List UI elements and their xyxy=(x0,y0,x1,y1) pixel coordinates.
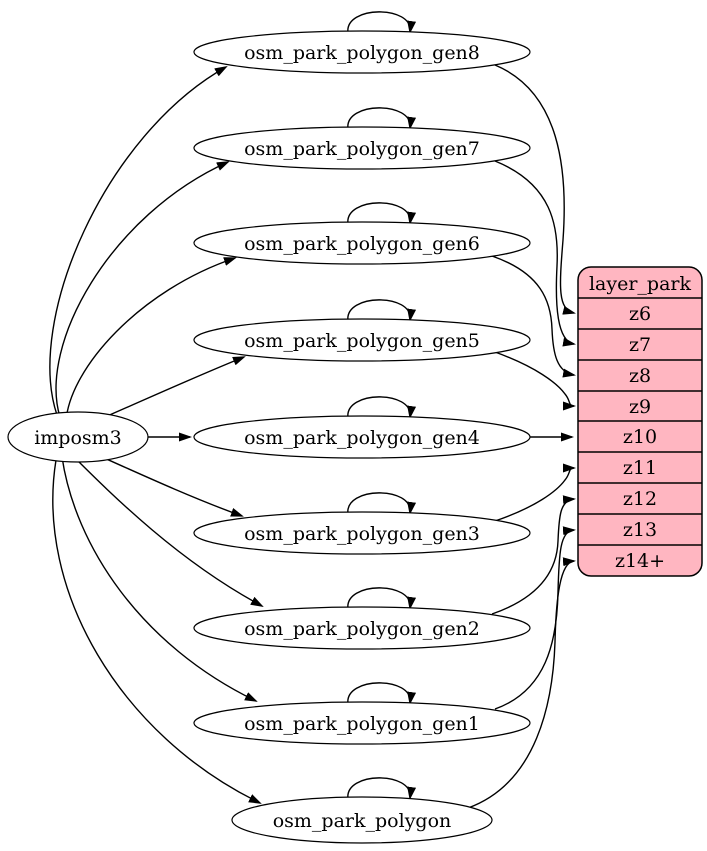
self-loop-osm-park-polygon-gen6 xyxy=(347,202,417,225)
edge-osm-park-polygon-gen8-to-z6 xyxy=(494,64,576,315)
node-osm-park-polygon-gen8: osm_park_polygon_gen8 xyxy=(193,30,531,74)
edge-osm-park-polygon-gen5-to-z9 xyxy=(494,351,576,411)
edge-osm-park-polygon-to-z14plus xyxy=(467,557,576,809)
node-label: osm_park_polygon xyxy=(273,810,452,832)
table-row-z6: z6 xyxy=(629,303,651,325)
self-loops xyxy=(347,11,417,800)
table-row-z12: z12 xyxy=(623,488,657,510)
node-label: osm_park_polygon_gen7 xyxy=(244,138,480,160)
edge-imposm3-to-osm-park-polygon-gen7 xyxy=(55,161,230,418)
node-osm-park-polygon-gen7: osm_park_polygon_gen7 xyxy=(193,126,531,170)
node-label: osm_park_polygon_gen3 xyxy=(244,523,480,545)
table-row-z14plus: z14+ xyxy=(615,550,665,572)
edge-osm-park-polygon-gen3-to-z11 xyxy=(494,463,576,522)
node-osm-park-polygon-gen6: osm_park_polygon_gen6 xyxy=(193,221,531,265)
node-osm-park-polygon: osm_park_polygon xyxy=(231,796,493,844)
node-label: osm_park_polygon_gen5 xyxy=(244,330,480,352)
table-title: layer_park xyxy=(589,273,692,295)
self-loop-osm-park-polygon-gen4 xyxy=(347,396,417,419)
self-loop-osm-park-polygon-gen5 xyxy=(347,299,417,322)
table-row-z7: z7 xyxy=(629,334,651,356)
self-loop-osm-park-polygon-gen7 xyxy=(347,107,417,130)
edge-imposm3-to-osm-park-polygon-gen6 xyxy=(65,257,237,422)
node-osm-park-polygon-gen4: osm_park_polygon_gen4 xyxy=(193,415,531,459)
table-layer-park: layer_park z6 z7 z8 z9 z10 z11 z12 z13 z… xyxy=(577,266,703,577)
node-osm-park-polygon-gen5: osm_park_polygon_gen5 xyxy=(193,318,531,362)
edge-osm-park-polygon-gen7-to-z7 xyxy=(494,160,576,347)
node-imposm3-label: imposm3 xyxy=(34,427,122,449)
self-loop-osm-park-polygon-gen2 xyxy=(347,587,417,610)
node-label: osm_park_polygon_gen4 xyxy=(244,427,480,449)
self-loop-osm-park-polygon-gen1 xyxy=(347,682,417,705)
table-row-z11: z11 xyxy=(623,457,657,479)
table-row-z10: z10 xyxy=(623,426,657,448)
edge-imposm3-to-osm-park-polygon-gen8 xyxy=(49,66,228,416)
node-osm-park-polygon-gen1: osm_park_polygon_gen1 xyxy=(193,701,531,745)
node-imposm3: imposm3 xyxy=(7,411,149,463)
edge-osm-park-polygon-gen2-to-z12 xyxy=(491,495,576,615)
edge-imposm3-to-osm-park-polygon-gen2 xyxy=(69,452,264,607)
self-loop-osm-park-polygon xyxy=(347,777,417,800)
self-loop-osm-park-polygon-gen3 xyxy=(347,492,417,515)
table-row-z9: z9 xyxy=(629,396,651,418)
edge-imposm3-to-osm-park-polygon-gen1 xyxy=(61,456,258,702)
edge-osm-park-polygon-gen6-to-z8 xyxy=(491,255,576,378)
node-label: osm_park_polygon_gen8 xyxy=(244,42,480,64)
self-loop-osm-park-polygon-gen8 xyxy=(347,11,417,34)
node-osm-park-polygon-gen2: osm_park_polygon_gen2 xyxy=(193,606,531,650)
node-label: osm_park_polygon_gen2 xyxy=(244,618,480,640)
node-osm-park-polygon-gen3: osm_park_polygon_gen3 xyxy=(193,511,531,555)
table-row-z8: z8 xyxy=(629,365,651,387)
table-row-z13: z13 xyxy=(623,519,657,541)
node-label: osm_park_polygon_gen6 xyxy=(244,233,480,255)
edges-to-layer-rows xyxy=(467,64,576,809)
edge-imposm3-to-osm-park-polygon xyxy=(52,459,262,804)
node-label: osm_park_polygon_gen1 xyxy=(244,713,480,735)
